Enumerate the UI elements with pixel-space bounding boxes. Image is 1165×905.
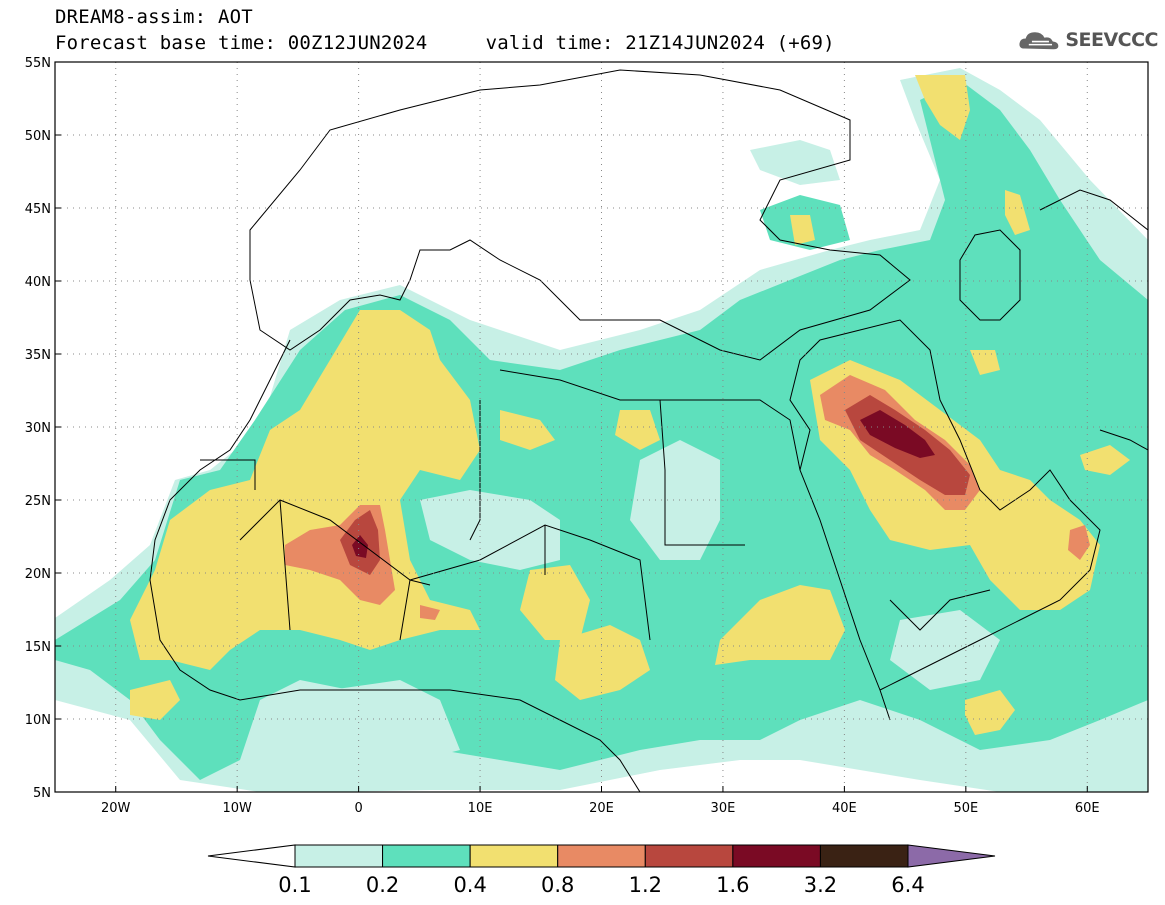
colorbar-label: 3.2 <box>804 873 837 897</box>
colorbar-box <box>557 844 646 868</box>
colorbar-label: 1.2 <box>629 873 662 897</box>
colorbar-box <box>644 844 734 868</box>
lon-tick-label: 20W <box>101 801 131 816</box>
forecast-time-subtitle: Forecast base time: 00Z12JUN2024 valid t… <box>55 32 835 54</box>
lon-tick-label: 60E <box>1075 801 1100 816</box>
logo-text: SEEVCCC <box>1065 29 1158 51</box>
lat-tick-label: 15N <box>25 640 51 655</box>
colorbar-over-triangle <box>907 844 996 868</box>
lat-tick-label: 10N <box>25 713 51 728</box>
lon-tick-label: 30E <box>711 801 736 816</box>
coastlines <box>149 69 1148 792</box>
chart-title: DREAM8-assim: AOT <box>55 6 253 28</box>
lat-tick-label: 5N <box>33 786 51 801</box>
aot-field <box>55 62 1148 792</box>
lat-tick-label: 25N <box>25 494 51 509</box>
lon-tick-label: 50E <box>953 801 978 816</box>
lat-tick-label: 40N <box>25 275 51 290</box>
graticule <box>55 62 1148 792</box>
lat-tick-label: 20N <box>25 567 51 582</box>
latitude-axis: 55N 50N 45N 40N 35N 30N 25N 20N 15N 10N 5N <box>25 56 61 801</box>
lat-tick-label: 50N <box>25 129 51 144</box>
colorbar: 0.1 0.2 0.4 0.8 1.2 1.6 3.2 6.4 <box>207 844 996 897</box>
colorbar-box <box>469 844 559 868</box>
colorbar-label: 6.4 <box>891 873 924 897</box>
colorbar-box <box>382 844 471 868</box>
seevccc-logo: SEEVCCC <box>1018 22 1158 58</box>
colorbar-box <box>294 844 384 868</box>
colorbar-label: 0.4 <box>453 873 486 897</box>
colorbar-label: 0.8 <box>541 873 574 897</box>
aot-band-1.6 <box>352 410 935 558</box>
colorbar-label: 0.1 <box>278 873 311 897</box>
colorbar-label: 0.2 <box>366 873 399 897</box>
lon-tick-label: 10E <box>468 801 493 816</box>
lat-tick-label: 45N <box>25 202 51 217</box>
lat-tick-label: 30N <box>25 421 51 436</box>
longitude-axis: 20W 10W 0 10E 20E 30E 40E 50E 60E <box>101 786 1100 816</box>
lat-tick-label: 55N <box>25 56 51 71</box>
cloud-logo-icon <box>1019 32 1059 50</box>
colorbar-box <box>819 844 909 868</box>
colorbar-label: 1.6 <box>716 873 749 897</box>
lon-tick-label: 10W <box>222 801 252 816</box>
lon-tick-label: 0 <box>354 801 362 816</box>
colorbar-under-triangle <box>207 844 296 868</box>
lon-tick-label: 20E <box>589 801 614 816</box>
lat-tick-label: 35N <box>25 348 51 363</box>
lon-tick-label: 40E <box>832 801 857 816</box>
colorbar-box <box>732 844 821 868</box>
